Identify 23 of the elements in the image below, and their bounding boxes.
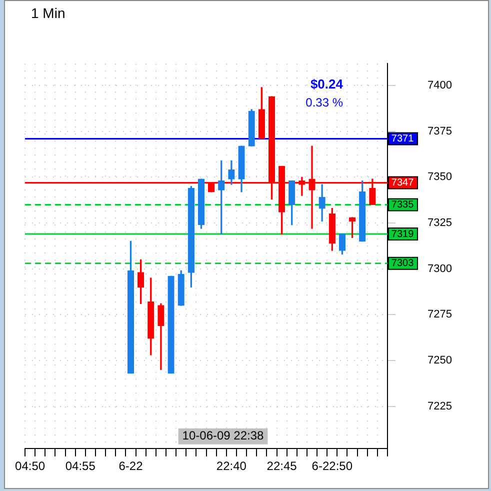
x-tick-label: 6-22:50: [312, 458, 353, 473]
y-tick-label: 7325: [428, 217, 452, 230]
chart-title: 1 Min: [31, 5, 66, 21]
x-tick-label: 04:55: [65, 458, 96, 473]
y-tick-label: 7400: [428, 80, 452, 92]
y-tick-label: 7250: [428, 354, 452, 366]
x-tick-label: 22:45: [266, 458, 298, 473]
ref-line-label: 7371: [391, 133, 414, 144]
annotation: 0.33 %: [306, 95, 344, 110]
ref-line-label: 7319: [391, 228, 414, 240]
x-tick-label: 22:40: [216, 458, 247, 473]
annotation: 10-06-09 22:38: [182, 428, 264, 443]
x-tick-label: 04:50: [15, 458, 46, 473]
ref-line-label: 7335: [391, 199, 414, 210]
ref-line-label: 7303: [391, 258, 414, 270]
y-tick-label: 7350: [428, 171, 452, 184]
x-tick-label: 6-22: [118, 458, 144, 473]
ref-line-label: 7347: [391, 177, 414, 188]
y-tick-label: 7375: [428, 125, 452, 138]
y-tick-label: 7275: [428, 308, 452, 321]
y-tick-label: 7225: [428, 400, 452, 412]
annotation: $0.24: [310, 76, 344, 92]
y-tick-label: 7300: [428, 262, 452, 275]
